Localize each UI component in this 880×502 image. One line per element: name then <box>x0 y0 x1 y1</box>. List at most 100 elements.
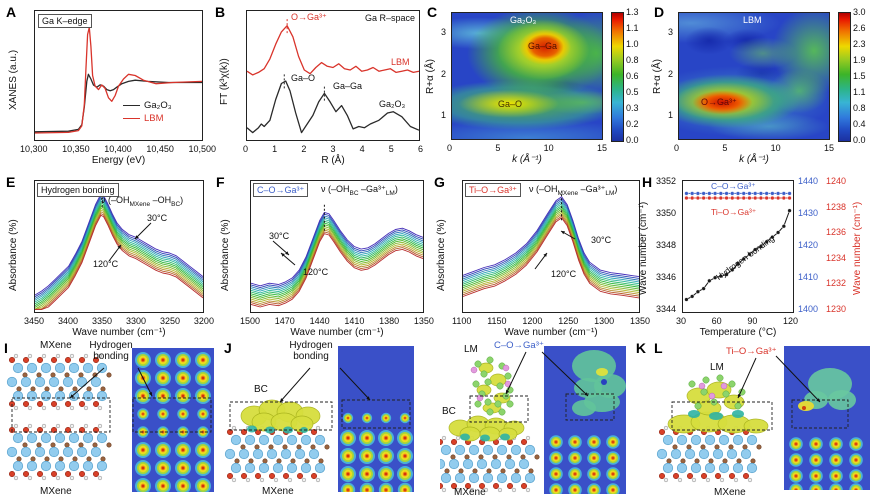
tick-label: 3.0 <box>853 7 866 17</box>
legend-label: LBM <box>144 113 164 124</box>
x-axis-label: R (Å) <box>321 155 345 166</box>
y-tick-3: 3 <box>668 27 674 37</box>
colorbar-ticks: 1.3 1.1 1.0 0.8 0.6 0.5 0.3 0.2 0.0 <box>626 7 639 145</box>
tick-label: 0 <box>447 143 453 153</box>
curve-label-ga2o3: Ga₂O₃ <box>379 99 406 109</box>
tick-label: 1410 <box>344 316 365 326</box>
y-axis-label: R+α (Å) <box>652 59 663 95</box>
panel-tag-g: G <box>434 174 445 190</box>
y-tick-2: 2 <box>441 69 447 79</box>
peak-label-ga-o: Ga–O <box>291 73 316 83</box>
heatmap-title: LBM <box>743 15 762 25</box>
panel-k-lm-bc-mxene: K LM C–O→Ga³⁺ BC MXene <box>440 340 650 500</box>
tick-label: 5 <box>495 143 501 153</box>
tick-label: 1.1 <box>853 87 866 97</box>
feature-label-o-ga: O→Ga³⁺ <box>701 97 737 107</box>
tick-label: 15 <box>596 143 607 153</box>
x-tick-labels: 1500 1470 1440 1410 1380 1350 <box>240 316 434 326</box>
panel-f-ftir-co-ga: F Absorbance (%) C–O→Ga³⁺ ν (–OHBC –Ga³⁺… <box>214 172 434 338</box>
tick-label: 1.1 <box>626 23 639 33</box>
hydrogen-bonding-label: Hydrogen bonding <box>89 340 133 362</box>
y-axis-label: Absorbance (%) <box>436 219 447 291</box>
line-swatch-red <box>123 118 140 119</box>
structure-diagram <box>440 346 626 494</box>
y-axis-label: R+α (Å) <box>425 59 436 95</box>
tick-label: 1350 <box>413 316 434 326</box>
panel-e-ftir-hbond: E Absorbance (%) Hydrogen bonding ν (–OH… <box>4 172 214 338</box>
temp-label-120: 120°C <box>551 269 577 279</box>
inset-label: Ga K–edge <box>38 14 92 28</box>
corner-label: Ga R–space <box>364 13 415 23</box>
heatmap-title: Ga₂O₃ <box>510 15 537 25</box>
y-tick-1: 1 <box>668 110 674 120</box>
tick-label: 0.4 <box>853 119 866 129</box>
legend-item: Ga₂O₃ <box>123 99 172 112</box>
x-axis-label: k (Å⁻¹) <box>739 154 769 165</box>
tick-label: 1350 <box>629 316 650 326</box>
tick-label: 1.3 <box>626 7 639 17</box>
tick-label: 3300 <box>125 316 146 326</box>
tick-label: 1430 <box>798 208 819 218</box>
tick-label: 3250 <box>159 316 180 326</box>
structure-diagram <box>656 346 870 490</box>
y-tick-1: 1 <box>441 110 447 120</box>
tick-label: 1380 <box>379 316 400 326</box>
tick-label: 3 <box>330 144 336 154</box>
legend-item: LBM <box>123 112 172 125</box>
tio-ga-label: Ti–O→Ga³⁺ <box>726 346 777 357</box>
line-swatch-black <box>123 105 140 106</box>
tick-label: 0.8 <box>853 103 866 113</box>
tick-label: 30 <box>676 316 687 326</box>
panel-l-lm-tio-mxene: L Ti–O→Ga³⁺ LM MXene <box>654 340 876 500</box>
plot-area-g: Ti–O→Ga³⁺ ν (–OHMXene –Ga³⁺LM) 30°C 120°… <box>462 180 640 313</box>
colorbar-ticks: 3.0 2.6 2.3 1.9 1.5 1.1 0.8 0.4 0.0 <box>853 7 866 145</box>
inset-label: C–O→Ga³⁺ <box>253 183 309 197</box>
tick-label: 1238 <box>826 201 847 212</box>
feature-label-ga-o: Ga–O <box>498 99 523 109</box>
peak-assignment-label: ν (–OHMXene –Ga³⁺LM) <box>529 184 618 197</box>
panel-a-xanes: A XANES (a.u.) Ga K–edge Ga₂O₃ LBM 10,30… <box>4 2 216 168</box>
temp-label-30: 30°C <box>147 213 168 223</box>
tick-label: 0.5 <box>626 87 639 97</box>
panel-tag-i: I <box>4 340 8 356</box>
tick-label: 1234 <box>826 252 847 263</box>
tick-label: 3344 <box>655 304 676 314</box>
x-tick-labels: 10,300 10,350 10,400 10,450 10,500 <box>20 144 216 154</box>
tick-label: 60 <box>711 316 722 326</box>
x-axis-label: k (Å⁻¹) <box>512 154 542 165</box>
plot-area-e: Hydrogen bonding ν (–OHMXene –OHBC) 30°C… <box>34 180 204 313</box>
ftir-chart <box>462 191 640 299</box>
tick-label: 3350 <box>655 208 676 218</box>
structure-diagram <box>6 348 214 492</box>
tick-label: 3350 <box>91 316 112 326</box>
x-axis-label: Wave number (cm⁻¹) <box>290 327 384 338</box>
y-axis-label-left: Wave number (cm⁻¹) <box>638 201 649 295</box>
peak-label-o-ga: O→Ga³⁺ <box>291 12 327 22</box>
tick-label: 1230 <box>826 303 847 314</box>
tick-label: 90 <box>747 316 758 326</box>
tick-label: 3200 <box>193 316 214 326</box>
tick-label: 1 <box>272 144 278 154</box>
tick-label: 2.6 <box>853 23 866 33</box>
tick-label: 1420 <box>798 240 819 250</box>
panel-h-wavenumber-temperature: H Wave number (cm⁻¹) 3352 3350 3348 3346 334… <box>638 172 880 338</box>
ftir-chart <box>34 184 204 310</box>
panel-tag-e: E <box>6 174 16 190</box>
panel-tag-f: F <box>216 174 225 190</box>
tick-label: 0 <box>674 143 680 153</box>
tick-label: 1.0 <box>626 39 639 49</box>
tick-label: 2.3 <box>853 39 866 49</box>
tick-label: 10 <box>543 143 554 153</box>
y-axis-label-right: Wave number (cm⁻¹) <box>852 201 863 295</box>
tick-label: 3400 <box>57 316 79 326</box>
x-axis-label: Energy (eV) <box>91 155 146 166</box>
inset-label: Ti–O→Ga³⁺ <box>465 183 521 197</box>
tick-label: 1100 <box>452 316 472 326</box>
tick-label: 1470 <box>274 316 295 326</box>
colorbar <box>611 12 624 142</box>
tick-label: 1240 <box>826 176 847 186</box>
plot-area-h: C–O→Ga³⁺ Ti–O→Ga³⁺ Hydrogen bonding <box>682 180 794 313</box>
panel-d-wavelet-lbm: D R+α (Å) 3 2 1 LBM O→Ga³⁺ 0 5 10 15 k (Å⁻¹… <box>652 2 878 168</box>
tick-label: 1232 <box>826 278 847 289</box>
